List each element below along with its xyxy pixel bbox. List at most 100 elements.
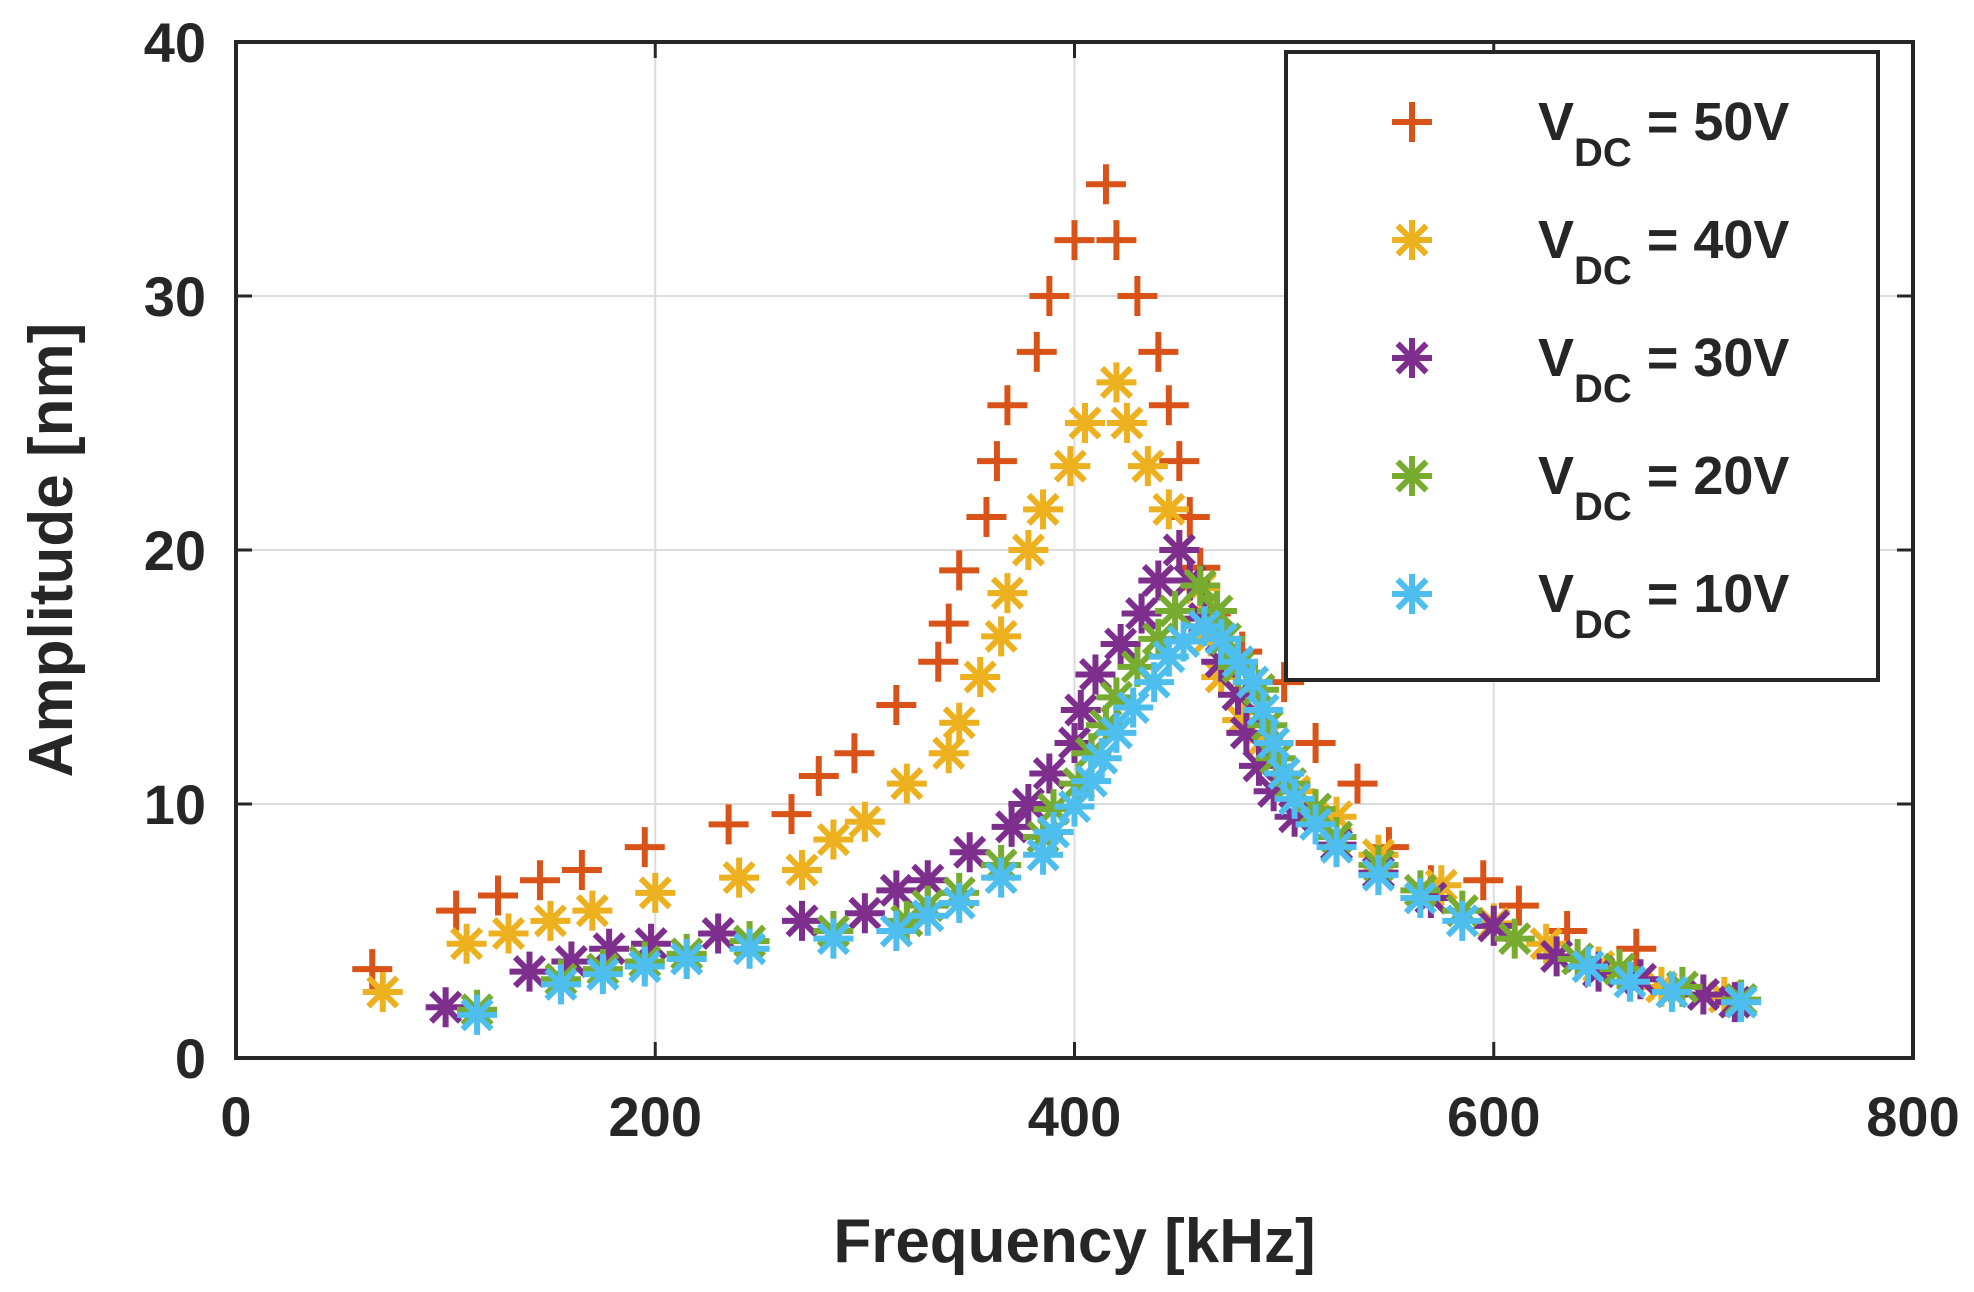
legend-label: VDC = 10V: [1538, 564, 1789, 647]
data-point: [949, 832, 990, 873]
data-point: [708, 804, 749, 845]
data-point: [624, 946, 665, 987]
data-point: [729, 928, 770, 969]
data-point: [1075, 654, 1116, 695]
data-point: [876, 870, 917, 911]
data-point: [1106, 403, 1147, 443]
data-point: [1064, 403, 1105, 443]
legend-marker: [1392, 338, 1432, 378]
data-point: [960, 657, 1001, 697]
data-point: [798, 756, 839, 797]
data-point: [666, 938, 707, 979]
data-point: [1473, 905, 1514, 946]
data-point: [991, 806, 1032, 847]
y-tick-label: 40: [144, 11, 206, 74]
data-point: [1148, 489, 1189, 530]
data-point: [572, 890, 613, 931]
data-point: [844, 801, 885, 842]
data-point: [939, 883, 980, 924]
y-tick-label: 30: [144, 265, 206, 328]
y-tick-label: 20: [144, 519, 206, 582]
data-point: [1054, 786, 1095, 827]
data-point: [1463, 860, 1504, 901]
x-tick-label: 200: [609, 1085, 702, 1148]
y-tick-label: 10: [144, 773, 206, 836]
data-point: [1029, 276, 1070, 316]
data-point: [1085, 164, 1126, 205]
data-point: [1096, 362, 1137, 403]
legend-marker: [1392, 456, 1432, 496]
data-point: [719, 857, 760, 898]
data-point: [1134, 662, 1175, 703]
data-point: [1117, 276, 1158, 316]
data-point: [987, 385, 1028, 426]
data-point: [530, 900, 571, 941]
legend-label: VDC = 20V: [1538, 446, 1789, 529]
legend-marker: [1392, 574, 1432, 614]
data-point: [1096, 220, 1137, 261]
data-point: [813, 819, 854, 860]
data-point: [1651, 971, 1692, 1012]
data-point: [635, 872, 676, 913]
data-point: [1253, 723, 1294, 764]
legend-label: VDC = 50V: [1538, 92, 1789, 175]
data-point: [1138, 331, 1179, 372]
data-point: [844, 893, 885, 934]
data-point: [928, 733, 969, 774]
data-point: [1442, 900, 1483, 941]
data-point: [1163, 621, 1204, 662]
data-point: [1610, 961, 1651, 1002]
data-point: [1008, 784, 1049, 824]
data-markers: [352, 164, 1762, 1035]
data-point: [1218, 641, 1259, 682]
data-point: [781, 900, 822, 941]
data-point: [987, 573, 1028, 614]
data-point: [907, 895, 948, 936]
data-point: [876, 684, 917, 725]
data-point: [1295, 723, 1336, 764]
data-point: [1096, 712, 1137, 753]
data-point: [939, 702, 980, 743]
data-point: [981, 857, 1022, 898]
data-point: [509, 951, 550, 992]
data-point: [457, 994, 498, 1035]
data-point: [1316, 827, 1357, 868]
x-tick-label: 400: [1028, 1085, 1121, 1148]
data-point: [966, 496, 1007, 537]
legend-label: VDC = 40V: [1538, 210, 1789, 293]
data-point: [362, 971, 403, 1012]
data-point: [436, 890, 477, 931]
data-point: [771, 794, 812, 835]
axis-ticks: 0 200 400 600 800 0 10 20 30 40: [144, 11, 1960, 1148]
x-tick-label: 0: [220, 1085, 251, 1148]
data-point: [1113, 687, 1154, 728]
data-point: [1148, 385, 1189, 426]
data-point: [1050, 446, 1091, 487]
legend-marker: [1392, 220, 1432, 260]
data-point: [886, 763, 927, 804]
data-point: [624, 827, 665, 868]
data-point: [561, 850, 602, 891]
data-point: [1008, 530, 1049, 570]
data-point: [1029, 753, 1070, 794]
data-point: [1274, 778, 1315, 819]
data-point: [540, 964, 581, 1005]
legend-box: [1284, 50, 1880, 682]
x-axis-label: Frequency [kHz]: [833, 1207, 1315, 1276]
legend: VDC = 50V VDC = 40V VDC = 30V VDC = 20V VDC …: [1284, 50, 1880, 682]
data-point: [781, 850, 822, 891]
data-point: [1494, 918, 1535, 959]
data-point: [1127, 446, 1168, 487]
series-4: [457, 606, 1762, 1035]
data-point: [834, 733, 875, 774]
data-point: [1400, 877, 1441, 918]
data-point: [488, 913, 529, 954]
data-point: [876, 911, 917, 951]
data-point: [1054, 220, 1095, 261]
data-point: [1243, 690, 1284, 731]
data-point: [478, 875, 519, 916]
data-point: [1016, 331, 1057, 372]
data-point: [1201, 618, 1242, 659]
x-tick-label: 600: [1447, 1085, 1540, 1148]
data-point: [928, 603, 969, 644]
